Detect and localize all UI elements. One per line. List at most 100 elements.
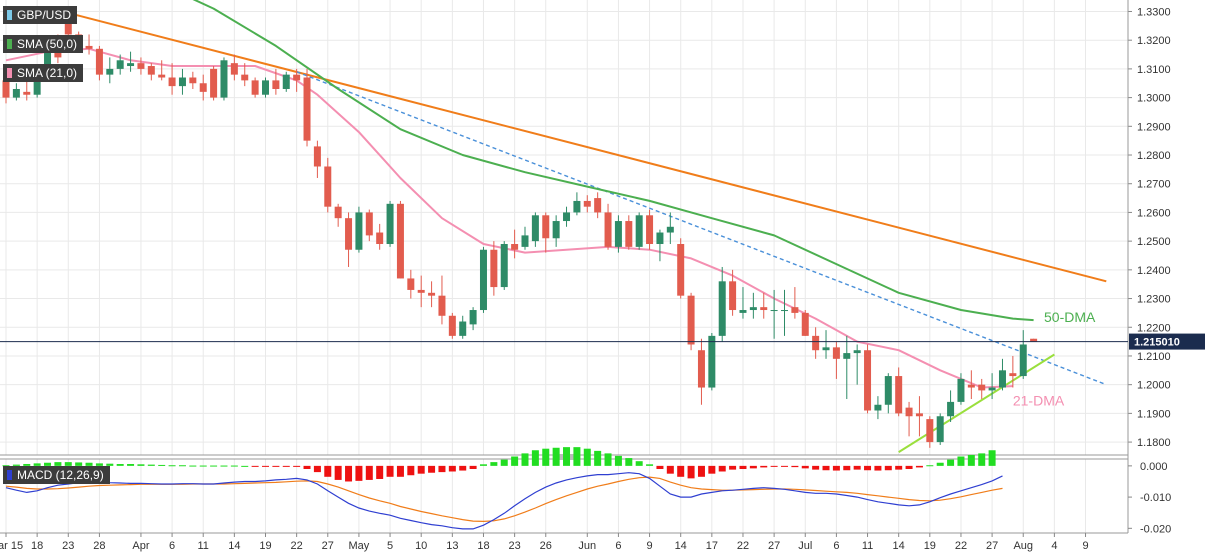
candle-body (407, 278, 415, 290)
candle-body (646, 215, 654, 245)
candle-body (1009, 373, 1017, 377)
time-tick-label: 26 (540, 540, 552, 552)
macd-histogram-bar (64, 462, 72, 466)
candle-body (44, 43, 52, 69)
candle-body (85, 45, 93, 49)
candle-body (168, 77, 176, 87)
macd-histogram-bar (189, 465, 197, 467)
time-tick-label: Jun (578, 540, 596, 552)
time-tick-label: 19 (259, 540, 271, 552)
candle-body (324, 166, 332, 207)
macd-histogram-bar (459, 465, 467, 471)
macd-histogram-bar (282, 465, 290, 467)
time-tick-label: 6 (615, 540, 621, 552)
price-tick-label: 1.2500 (1137, 236, 1171, 248)
candle-body (448, 315, 456, 336)
time-tick-label: 19 (924, 540, 936, 552)
legend-item[interactable]: SMA (21,0) (3, 64, 84, 82)
macd-histogram-bar (646, 464, 654, 466)
macd-histogram-bar (915, 465, 923, 468)
legend-item[interactable]: GBP/USD (3, 6, 78, 24)
price-tick-label: 1.2600 (1137, 207, 1171, 219)
macd-histogram-bar (106, 463, 114, 466)
time-tick-label: 14 (893, 540, 905, 552)
candle-body (635, 215, 643, 247)
macd-histogram-bar (687, 465, 695, 479)
candle-body (459, 321, 467, 336)
candle-body (614, 221, 622, 247)
candlesticks[interactable] (2, 11, 1038, 448)
price-tick-label: 1.3000 (1137, 93, 1171, 105)
macd-histogram-bar (770, 465, 778, 467)
candle-body (552, 221, 560, 239)
candle-body (801, 312, 809, 336)
candle-body (625, 221, 633, 247)
price-tick-label: 1.2300 (1137, 294, 1171, 306)
price-tick-label: 1.1900 (1137, 408, 1171, 420)
macd-histogram-bar (54, 462, 62, 466)
candle-body (251, 80, 259, 95)
macd-histogram-bar (843, 465, 851, 471)
macd-histogram-bar (355, 465, 363, 481)
price-tick-label: 1.3100 (1137, 64, 1171, 76)
candle-body (282, 74, 290, 89)
resistance-line (68, 11, 1107, 283)
macd-histogram-bar (604, 453, 612, 466)
candle-body (396, 203, 404, 279)
macd-histogram-bar (147, 464, 155, 466)
time-tick-label: Jul (798, 540, 812, 552)
legend-item[interactable]: SMA (50,0) (3, 35, 84, 53)
legend-item-macd[interactable]: MACD (12,26,9) (3, 466, 110, 484)
candle-body (220, 60, 228, 98)
macd-histogram-bar (947, 459, 955, 466)
macd-histogram-bar (874, 465, 882, 471)
macd-histogram-bar (542, 448, 550, 466)
legend-label: SMA (50,0) (17, 37, 78, 51)
candle-body (791, 307, 799, 313)
time-tick-label: Mar 15 (0, 540, 23, 552)
macd-histogram-bar (251, 465, 259, 467)
macd-histogram-bar (822, 465, 830, 471)
price-tick-label: 1.2200 (1137, 322, 1171, 334)
price-tick-label: 1.2800 (1137, 150, 1171, 162)
candle-body (199, 83, 207, 92)
macd-histogram-bar (666, 465, 674, 474)
macd-histogram-bar (563, 447, 571, 466)
time-tick-label: 27 (986, 540, 998, 552)
candle-body (781, 310, 788, 312)
macd-histogram-bar (739, 465, 747, 469)
candle-body (500, 244, 508, 288)
price-plot-bg (0, 0, 1128, 455)
macd-histogram-bar (137, 464, 145, 466)
annotation-label: 21-DMA (1013, 392, 1065, 408)
time-tick-label: 9 (1082, 540, 1088, 552)
macd-histogram-bar (158, 464, 166, 466)
candle-body (521, 235, 529, 247)
macd-histogram-bar (926, 465, 934, 467)
candle-body (770, 310, 778, 312)
macd-histogram-bar (967, 454, 975, 466)
macd-histogram-bar (241, 465, 249, 467)
candle-body (210, 68, 218, 98)
time-tick-label: Apr (132, 540, 149, 552)
candle-body (158, 74, 166, 78)
macd-histogram-bar (178, 465, 186, 467)
macd-histogram-bar (168, 465, 176, 467)
price-tick-label: 1.2700 (1137, 179, 1171, 191)
trend-lines (68, 11, 1107, 453)
current-price-marker: 1.215010 (0, 333, 1205, 350)
macd-histogram-bar (303, 465, 311, 469)
candle-body (272, 80, 280, 89)
candle-body (189, 77, 197, 84)
macd-histogram-bar (490, 462, 498, 466)
macd-histogram-bar (760, 465, 768, 468)
candle-body (230, 63, 238, 75)
candle-body (147, 66, 155, 75)
candle-body (64, 22, 72, 35)
candle-body (843, 353, 851, 359)
macd-tick-label: -0.020 (1140, 523, 1171, 535)
candle-body (760, 307, 768, 311)
macd-histogram-bar (23, 463, 31, 466)
